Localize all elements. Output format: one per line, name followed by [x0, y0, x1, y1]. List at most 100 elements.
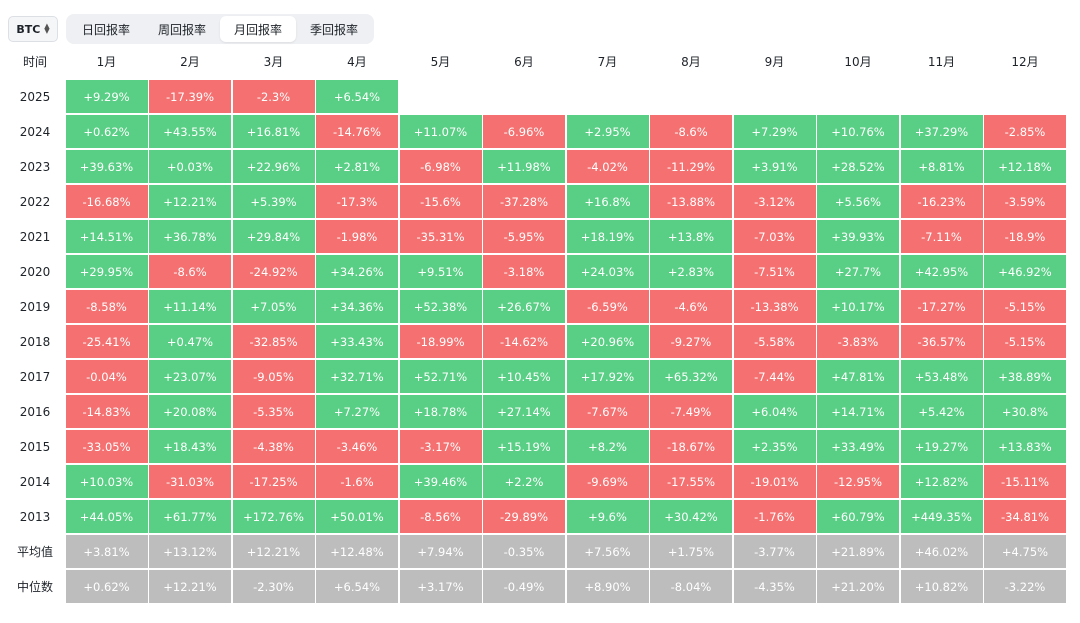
return-cell: -3.12% [733, 185, 816, 218]
return-cell: +9.29% [65, 80, 148, 113]
return-cell: +61.77% [149, 500, 231, 533]
return-cell: +24.03% [566, 255, 649, 288]
tab-3[interactable]: 季回报率 [310, 22, 359, 37]
return-cell: +37.29% [900, 115, 983, 148]
stat-cell: +12.21% [232, 535, 315, 568]
stat-cell: +21.20% [817, 570, 899, 603]
return-cell: +17.92% [566, 360, 649, 393]
return-cell: +43.55% [149, 115, 231, 148]
asset-select-value: BTC [16, 22, 41, 36]
stat-cell: +8.90% [566, 570, 649, 603]
return-cell: -7.11% [900, 220, 983, 253]
month-header: 12月 [1011, 55, 1039, 69]
return-cell: +16.8% [566, 185, 649, 218]
return-cell: -35.31% [399, 220, 482, 253]
return-cell: -8.56% [399, 500, 482, 533]
return-cell: +36.78% [149, 220, 231, 253]
return-cell: +39.93% [817, 220, 899, 253]
return-cell: -19.01% [733, 465, 816, 498]
return-cell: +172.76% [232, 500, 315, 533]
return-cell: +2.35% [733, 430, 816, 463]
return-cell: +32.71% [316, 360, 398, 393]
stat-cell: +0.62% [65, 570, 148, 603]
chevron-updown-icon: ▲ ▼ [44, 22, 50, 35]
return-cell: -9.05% [232, 360, 315, 393]
return-cell: -18.9% [984, 220, 1066, 253]
stat-cell: +7.56% [566, 535, 649, 568]
return-cell: -3.18% [483, 255, 565, 288]
return-cell: +10.03% [65, 465, 148, 498]
return-cell: +5.42% [900, 395, 983, 428]
tab-0[interactable]: 日回报率 [82, 22, 131, 37]
return-cell: +39.63% [65, 150, 148, 183]
tab-2[interactable]: 月回报率 [220, 16, 297, 42]
month-header: 8月 [681, 55, 701, 69]
return-cell: +18.78% [399, 395, 482, 428]
return-cell: -33.05% [65, 430, 148, 463]
month-header: 5月 [430, 55, 451, 69]
return-cell: -3.46% [316, 430, 398, 463]
return-cell: +0.62% [65, 115, 148, 148]
year-label: 2018 [19, 334, 51, 349]
return-cell: +52.71% [399, 360, 482, 393]
empty-cell [567, 80, 649, 113]
return-cell: +12.18% [984, 150, 1066, 183]
return-cell: +12.21% [149, 185, 231, 218]
return-cell: -5.58% [733, 325, 816, 358]
return-cell: -14.76% [316, 115, 398, 148]
return-cell: -17.39% [149, 80, 231, 113]
return-cell: +7.29% [733, 115, 816, 148]
return-period-tabs: 日回报率 周回报率 月回报率 季回报率 [66, 14, 375, 44]
return-cell: +13.83% [984, 430, 1066, 463]
return-cell: +11.07% [399, 115, 482, 148]
return-cell: +29.84% [232, 220, 315, 253]
return-cell: +47.81% [817, 360, 899, 393]
return-cell: -12.95% [817, 465, 899, 498]
return-cell: -3.83% [817, 325, 899, 358]
return-cell: -7.44% [733, 360, 816, 393]
return-cell: -4.02% [566, 150, 649, 183]
return-cell: +7.05% [232, 290, 315, 323]
return-cell: +46.92% [984, 255, 1066, 288]
return-cell: +65.32% [650, 360, 732, 393]
stat-cell: +13.12% [149, 535, 231, 568]
return-cell: -7.03% [733, 220, 816, 253]
year-label: 2014 [19, 474, 51, 489]
return-cell: -5.15% [984, 290, 1066, 323]
return-cell: -3.17% [399, 430, 482, 463]
tab-1[interactable]: 周回报率 [158, 22, 207, 37]
stat-cell: +10.82% [900, 570, 983, 603]
return-cell: +11.14% [149, 290, 231, 323]
return-cell: -0.04% [65, 360, 148, 393]
stat-cell: -0.35% [483, 535, 565, 568]
return-cell: +15.19% [483, 430, 565, 463]
return-cell: +20.96% [566, 325, 649, 358]
return-cell: +5.56% [817, 185, 899, 218]
return-cell: +2.81% [316, 150, 398, 183]
stat-cell: -3.77% [733, 535, 816, 568]
year-label: 2019 [19, 299, 51, 314]
return-cell: +22.96% [232, 150, 315, 183]
return-cell: -6.96% [483, 115, 565, 148]
return-cell: -3.59% [984, 185, 1066, 218]
return-cell: +2.2% [483, 465, 565, 498]
return-cell: -1.6% [316, 465, 398, 498]
stat-cell: +46.02% [900, 535, 983, 568]
return-cell: -17.25% [232, 465, 315, 498]
return-cell: -7.67% [566, 395, 649, 428]
month-header: 4月 [347, 55, 367, 69]
return-cell: -7.51% [733, 255, 816, 288]
asset-select[interactable]: BTC ▲ ▼ [8, 16, 58, 42]
return-cell: -8.6% [650, 115, 732, 148]
stat-cell: +4.75% [984, 535, 1066, 568]
return-cell: +28.52% [817, 150, 899, 183]
return-cell: +23.07% [149, 360, 231, 393]
stat-cell: -8.04% [650, 570, 732, 603]
return-cell: -31.03% [149, 465, 231, 498]
month-header: 6月 [514, 55, 534, 69]
return-cell: -17.3% [316, 185, 398, 218]
stat-cell: +7.94% [399, 535, 482, 568]
year-label: 2022 [19, 194, 51, 209]
stat-cell: +3.17% [399, 570, 482, 603]
return-cell: -14.83% [65, 395, 148, 428]
